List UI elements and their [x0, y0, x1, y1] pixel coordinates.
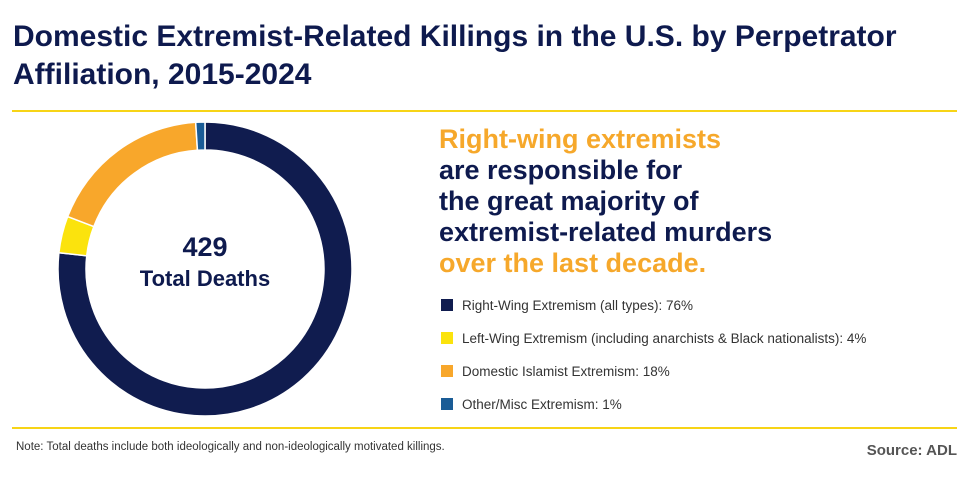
legend-item-2: Left-Wing Extremism (including anarchist… [441, 328, 961, 348]
legend-item-4: Other/Misc Extremism: 1% [441, 394, 961, 414]
donut-slice-1 [58, 122, 352, 416]
legend-item-3: Domestic Islamist Extremism: 18% [441, 361, 961, 381]
donut-total-label: Total Deaths [139, 266, 271, 291]
legend-label: Other/Misc Extremism: 1% [462, 396, 622, 412]
legend-label: Left-Wing Extremism (including anarchist… [462, 330, 867, 346]
legend-label: Right-Wing Extremism (all types): 76% [462, 297, 694, 313]
legend-swatch [441, 398, 453, 410]
donut-chart [58, 122, 352, 416]
donut-slice-4 [194, 122, 206, 152]
legend-swatch [441, 365, 453, 377]
source-credit: Source: ADL [866, 442, 957, 459]
headline-line-1: Right-wing extremists [439, 124, 722, 154]
donut-slice-3 [66, 122, 199, 228]
chart-title: Domestic Extremist-Related Killings in t… [13, 20, 897, 91]
footnote: Note: Total deaths include both ideologi… [16, 441, 445, 453]
headline: Right-wing extremists are responsible fo… [439, 124, 959, 279]
chart-legend: Right-Wing Extremism (all types): 76% Lef… [441, 295, 961, 427]
legend-label: Domestic Islamist Extremism: 18% [462, 363, 670, 379]
headline-line-4: extremist-related murders [439, 217, 773, 247]
legend-swatch [441, 299, 453, 311]
donut-total-value: 429 [182, 232, 228, 262]
headline-line-5: over the last decade. [439, 248, 707, 278]
top-divider [12, 110, 957, 112]
headline-line-3: the great majority of [439, 186, 699, 216]
bottom-divider [12, 427, 957, 429]
legend-item-1: Right-Wing Extremism (all types): 76% [441, 295, 961, 315]
legend-swatch [441, 332, 453, 344]
headline-line-2: are responsible for [439, 155, 683, 185]
